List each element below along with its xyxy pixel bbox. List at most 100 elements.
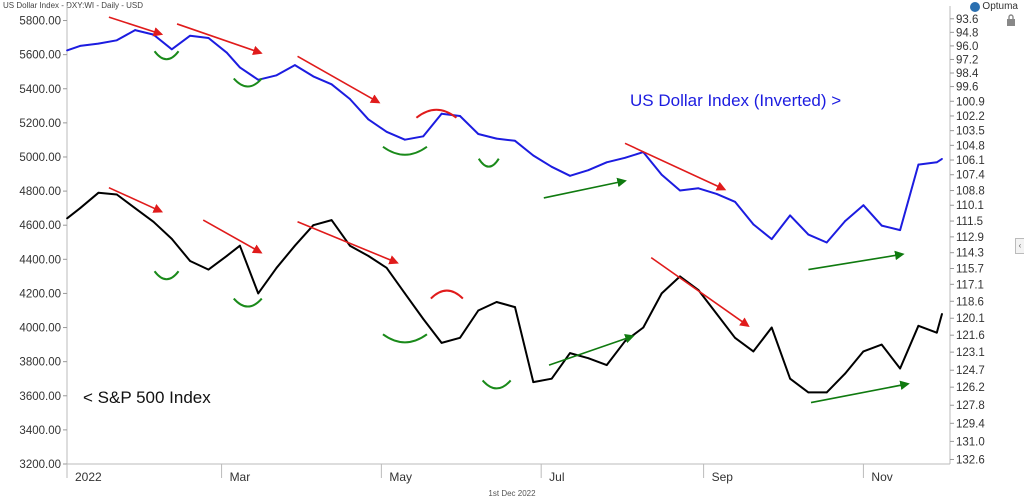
dxy-point [385,130,388,133]
right-axis-tick-label: 129.4 [956,418,985,430]
red-down-arrow [108,186,164,213]
left-axis-tick-label: 3200.00 [19,459,61,471]
right-axis-tick-label: 97.2 [956,54,978,66]
dxy-point [404,138,406,141]
dxy-point [134,29,137,31]
right-axis-tick-label: 124.7 [956,365,985,377]
sp500-point [514,306,516,308]
green-trough-arc [233,297,263,308]
red-peak-arc [430,289,464,300]
sp500-point [115,193,118,196]
sp500-point [880,343,883,346]
green-up-arrow [548,334,635,366]
left-axis-tick-label: 5600.00 [19,50,61,62]
dxy-point [844,220,846,222]
red-down-arrow [650,256,750,327]
right-axis-tick-label: 131.0 [956,436,985,448]
sp500-point [532,381,535,384]
sp500-point [807,391,810,394]
dxy-point [152,33,155,36]
right-axis-tick-label: 98.4 [956,68,979,80]
lock-icon[interactable] [1006,14,1016,26]
dxy-point [697,187,700,190]
dxy-point [422,135,425,138]
dxy-point [257,78,260,81]
sp500-point [862,350,865,353]
dxy-point [495,137,498,140]
sp500-point [715,313,718,315]
dxy-point [770,238,773,241]
sp500-point [294,244,296,247]
dxy-point [715,193,718,195]
sp500-point [752,350,755,353]
sp500-point [349,244,351,247]
chart-header-title: US Dollar Index - DXY:WI - Daily - USD [3,1,144,10]
left-axis-tick-label: 3400.00 [19,425,61,437]
sp500-point [97,191,100,194]
dxy-point [605,161,608,164]
green-trough-arc [382,333,428,344]
right-axis-tick-label: 127.8 [956,400,985,412]
dxy-point [440,112,443,115]
right-axis-tick-label: 123.1 [956,347,985,359]
dxy-point [569,174,571,177]
sp500-point [422,318,425,320]
sp500-point [189,260,192,262]
sp500-point [225,255,228,257]
red-peak-arc [415,108,458,119]
red-down-arrow [297,55,381,104]
left-axis-tick-label: 4600.00 [19,220,61,232]
chart-date-footer: 1st Dec 2022 [488,489,536,498]
dxy-point [660,173,663,176]
dxy-point [550,165,553,168]
dxy-point [349,98,351,100]
dxy-point [459,115,461,117]
chevron-left-icon[interactable]: ‹ [1015,238,1024,254]
green-trough-arc [233,77,263,88]
sp500-series-label: < S&P 500 Index [83,388,211,407]
right-axis-tick-label: 96.0 [956,41,978,53]
right-axis-tick-label: 104.8 [956,140,985,152]
dxy-point [899,229,901,231]
sp500-point [330,219,333,221]
dxy-point [66,49,68,52]
green-up-arrow [543,177,627,199]
sp500-point [734,336,736,339]
right-axis-tick-label: 117.1 [956,279,984,291]
dxy-point [239,66,241,69]
right-axis-tick-label: 99.6 [956,82,978,94]
sp500-point [459,336,461,339]
left-axis-tick-label: 5000.00 [19,152,61,164]
green-trough-arc [481,379,512,390]
x-axis-tick-label: Jul [549,470,564,484]
dxy-point [330,83,333,86]
left-axis-tick-label: 4000.00 [19,323,61,335]
optuma-logo-icon [970,1,981,12]
sp500-point [789,377,791,380]
dxy-point [679,189,681,192]
sp500-point [569,352,571,355]
right-axis-tick-label: 111.5 [956,216,983,228]
dxy-point [514,139,516,142]
sp500-point [899,367,901,370]
x-axis-tick-label: Mar [230,470,251,484]
sp500-point [477,309,480,312]
sp500-point [605,364,608,366]
green-trough-arc [153,270,180,281]
right-axis-tick-label: 120.1 [956,313,985,325]
sp500-point [404,292,406,295]
dxy-point [624,156,626,159]
sp500-point [66,217,68,220]
sp500-point [257,292,260,295]
x-axis-tick-label: May [389,470,412,484]
sp500-point [170,237,173,240]
right-axis-tick-label: 94.8 [956,27,978,39]
sp500-point [495,301,498,303]
red-down-arrow [176,23,263,55]
right-axis-tick-label: 107.4 [956,170,985,182]
x-axis-tick-label: Nov [871,470,892,484]
sp500-point [917,324,920,327]
sp500-point [275,266,278,269]
brand: Optuma [970,1,1018,12]
left-axis-tick-label: 4400.00 [19,254,61,266]
